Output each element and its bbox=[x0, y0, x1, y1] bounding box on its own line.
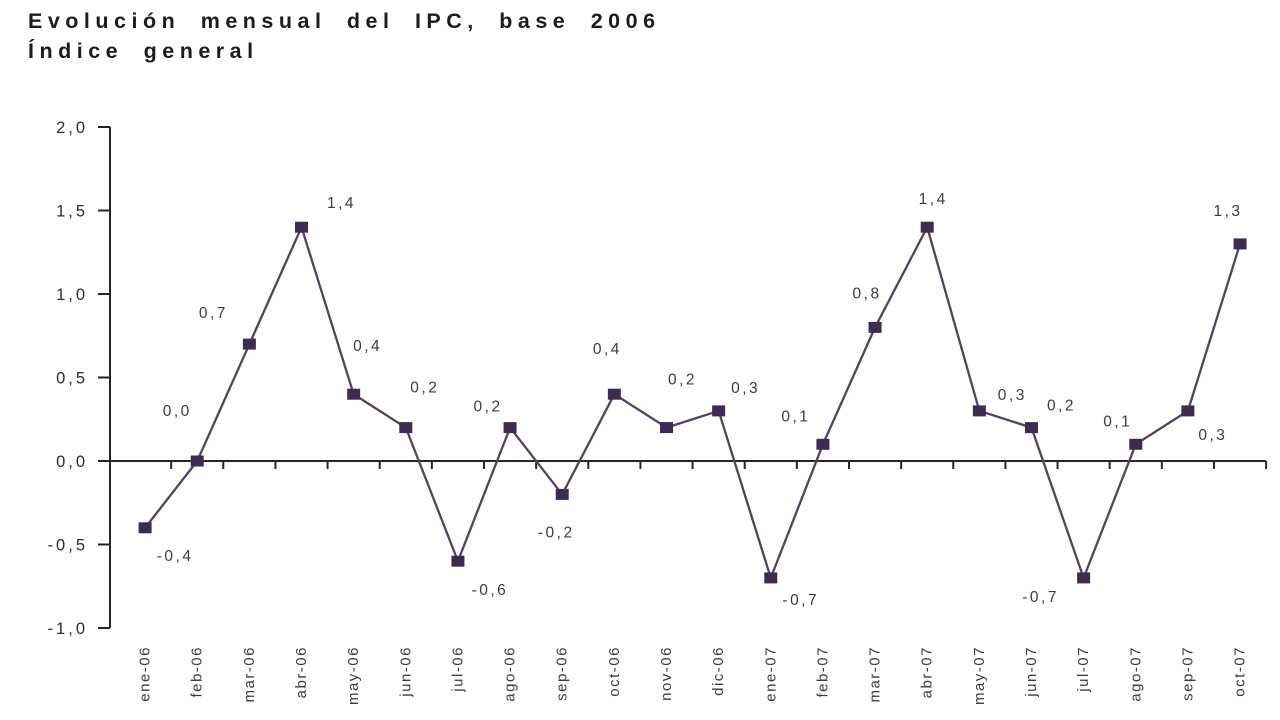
x-axis-category-label: may-07 bbox=[971, 646, 988, 705]
x-axis-category-label: dic-06 bbox=[710, 646, 727, 696]
data-point-marker bbox=[451, 555, 465, 567]
x-axis-category-label: ene-06 bbox=[137, 646, 154, 702]
data-point-marker bbox=[816, 438, 830, 450]
data-point-label: 0,2 bbox=[668, 372, 697, 389]
data-point-marker bbox=[295, 221, 309, 233]
data-point-label: 0,3 bbox=[1198, 427, 1227, 444]
data-point-label: 0,2 bbox=[410, 380, 439, 397]
data-point-marker bbox=[868, 321, 882, 333]
data-point-marker bbox=[138, 522, 152, 534]
y-axis-tick-label: -0,5 bbox=[48, 537, 88, 555]
x-axis-category-label: sep-06 bbox=[554, 646, 571, 701]
data-point-marker bbox=[1181, 405, 1195, 417]
x-axis-category-label: mar-07 bbox=[867, 646, 884, 703]
data-point-marker bbox=[555, 488, 569, 500]
x-axis-category-label: oct-06 bbox=[606, 646, 623, 697]
data-point-label: 0,1 bbox=[1103, 413, 1132, 430]
data-point-marker bbox=[347, 388, 361, 400]
chart-subtitle: Índice general bbox=[28, 39, 259, 64]
data-point-marker bbox=[190, 455, 204, 467]
data-point-label: -0,7 bbox=[782, 592, 819, 609]
title-block: Evolución mensual del IPC, base 2006 Índ… bbox=[28, 4, 661, 64]
y-axis-tick-label: 0,5 bbox=[56, 370, 88, 388]
data-point-label: 0,4 bbox=[593, 341, 622, 358]
data-point-marker bbox=[712, 405, 726, 417]
data-point-label: 0,2 bbox=[474, 399, 503, 416]
data-point-label: 0,4 bbox=[353, 338, 382, 355]
x-axis-category-label: sep-07 bbox=[1179, 646, 1196, 701]
data-point-label: 0,8 bbox=[853, 285, 882, 302]
data-point-label: 0,3 bbox=[998, 387, 1027, 404]
data-point-marker bbox=[972, 405, 986, 417]
x-axis-category-label: ene-07 bbox=[762, 646, 779, 702]
data-point-label: 0,0 bbox=[163, 403, 192, 420]
data-point-marker bbox=[660, 422, 673, 434]
x-axis-category-label: mar-06 bbox=[241, 646, 258, 703]
x-axis-category-label: may-06 bbox=[345, 646, 362, 705]
data-point-label: 0,3 bbox=[731, 380, 760, 397]
data-series-line bbox=[144, 223, 1242, 582]
data-point-label: -0,7 bbox=[1022, 589, 1059, 606]
data-point-label: 0,7 bbox=[199, 305, 228, 322]
data-point-label: 1,4 bbox=[919, 191, 948, 208]
data-point-marker bbox=[1077, 572, 1091, 584]
data-point-marker bbox=[1129, 438, 1143, 450]
x-axis-category-label: feb-07 bbox=[814, 646, 831, 698]
data-point-marker bbox=[920, 221, 934, 233]
y-axis-tick-label: 2,0 bbox=[56, 119, 88, 137]
x-axis-category-label: jun-06 bbox=[397, 646, 414, 698]
y-axis-tick-label: 1,0 bbox=[56, 286, 88, 304]
data-point-label: 1,3 bbox=[1214, 203, 1243, 220]
x-axis-category-label: ago-07 bbox=[1127, 646, 1144, 702]
data-point-label: 0,2 bbox=[1047, 398, 1076, 415]
data-point-marker bbox=[764, 572, 778, 584]
data-point-marker bbox=[1233, 238, 1247, 250]
data-point-label: -0,6 bbox=[472, 582, 509, 599]
data-point-label: 0,1 bbox=[781, 408, 810, 425]
x-axis-category-label: jun-07 bbox=[1023, 646, 1040, 698]
x-axis-category-label: feb-06 bbox=[189, 646, 206, 698]
data-point-label: -0,4 bbox=[157, 548, 194, 565]
y-axis-tick-label: -1,0 bbox=[48, 620, 88, 638]
chart-title: Evolución mensual del IPC, base 2006 bbox=[28, 9, 661, 33]
x-axis-category-label: abr-07 bbox=[919, 646, 936, 698]
x-axis-category-label: nov-06 bbox=[658, 646, 675, 701]
x-axis-category-label: abr-06 bbox=[293, 646, 310, 698]
x-axis-category-label: ago-06 bbox=[502, 646, 519, 702]
x-axis-category-label: jul-06 bbox=[449, 646, 466, 693]
data-point-marker bbox=[607, 388, 621, 400]
data-point-marker bbox=[399, 422, 413, 434]
y-axis-tick-label: 0,0 bbox=[56, 453, 88, 471]
x-axis-category-label: jul-07 bbox=[1075, 646, 1092, 693]
data-point-marker bbox=[242, 338, 256, 350]
data-point-label: -0,2 bbox=[538, 524, 575, 541]
x-axis-category-label: oct-07 bbox=[1232, 646, 1249, 697]
data-point-marker bbox=[1024, 422, 1038, 434]
data-point-label: 1,4 bbox=[327, 195, 356, 212]
y-axis-tick-label: 1,5 bbox=[56, 203, 88, 221]
data-point-marker bbox=[503, 422, 517, 434]
